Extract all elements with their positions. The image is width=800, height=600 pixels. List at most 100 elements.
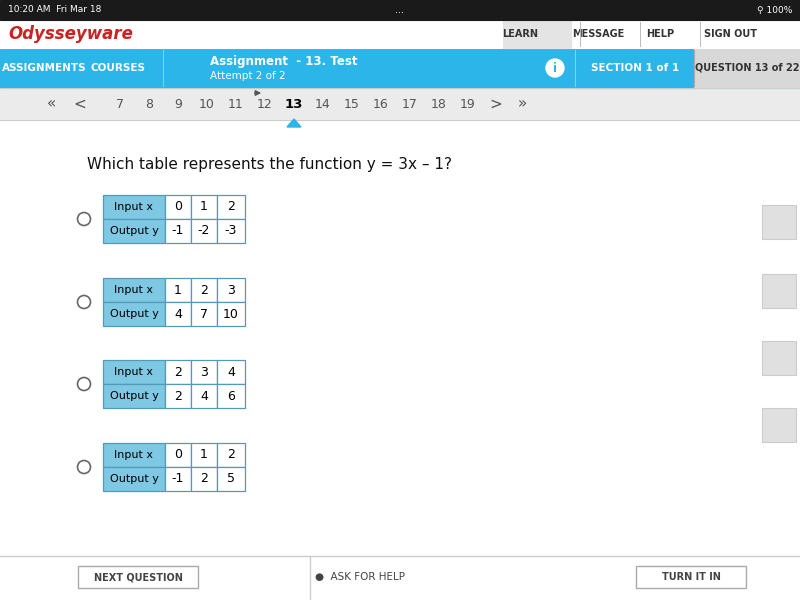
Text: i: i (553, 61, 557, 74)
Text: 6: 6 (227, 389, 235, 403)
Bar (762, 274, 796, 308)
Text: ⚲ 100%: ⚲ 100% (757, 5, 792, 14)
Bar (165, 219, 191, 243)
Text: Which table represents the function y = 3x – 1?: Which table represents the function y = … (87, 157, 452, 173)
Bar (503, 20, 571, 48)
Text: 8: 8 (145, 97, 153, 110)
Text: QUESTION 13 of 22: QUESTION 13 of 22 (694, 63, 799, 73)
Text: 0: 0 (174, 200, 182, 214)
Text: <: < (74, 97, 86, 112)
Bar (191, 443, 217, 467)
Text: Input x: Input x (114, 202, 154, 212)
Text: 12: 12 (257, 97, 273, 110)
Text: Input x: Input x (114, 367, 154, 377)
Text: 3: 3 (200, 365, 208, 379)
Bar (762, 408, 796, 442)
Bar (0, 0, 800, 20)
Text: COURSES: COURSES (90, 63, 146, 73)
Text: -3: -3 (225, 224, 237, 238)
Bar (103, 443, 165, 467)
Text: Output y: Output y (110, 226, 158, 236)
Text: HELP: HELP (646, 29, 674, 39)
Text: Output y: Output y (110, 309, 158, 319)
Bar (165, 278, 191, 302)
Text: 10: 10 (223, 307, 239, 320)
Bar (217, 195, 245, 219)
Bar (0, 88, 800, 120)
Bar (694, 48, 800, 88)
Bar (103, 302, 165, 326)
Text: Input x: Input x (114, 285, 154, 295)
Text: Output y: Output y (110, 474, 158, 484)
Text: 1: 1 (174, 283, 182, 296)
Text: 5: 5 (227, 473, 235, 485)
Bar (191, 195, 217, 219)
Bar (576, 48, 694, 88)
Bar (103, 278, 165, 302)
Text: «: « (47, 97, 57, 112)
Text: 17: 17 (402, 97, 418, 110)
Text: 19: 19 (460, 97, 476, 110)
Text: 16: 16 (373, 97, 389, 110)
Bar (103, 467, 165, 491)
Bar (217, 384, 245, 408)
Bar (191, 302, 217, 326)
Text: 2: 2 (227, 449, 235, 461)
Text: SIGN OUT: SIGN OUT (703, 29, 757, 39)
Text: -2: -2 (198, 224, 210, 238)
Bar (217, 360, 245, 384)
Bar (191, 278, 217, 302)
Bar (191, 467, 217, 491)
Text: Output y: Output y (110, 391, 158, 401)
Text: -1: -1 (172, 224, 184, 238)
Bar (762, 205, 796, 239)
Text: Input x: Input x (114, 450, 154, 460)
Bar (103, 195, 165, 219)
Text: 9: 9 (174, 97, 182, 110)
Text: 15: 15 (344, 97, 360, 110)
Bar (165, 443, 191, 467)
Text: ...: ... (395, 5, 405, 15)
Text: 2: 2 (200, 283, 208, 296)
Bar (217, 302, 245, 326)
Text: 10:20 AM  Fri Mar 18: 10:20 AM Fri Mar 18 (8, 5, 102, 14)
Text: 0: 0 (174, 449, 182, 461)
Text: 2: 2 (174, 365, 182, 379)
Bar (636, 566, 746, 588)
Bar (191, 384, 217, 408)
Bar (78, 566, 198, 588)
Text: 7: 7 (116, 97, 124, 110)
Bar (103, 384, 165, 408)
Bar (217, 443, 245, 467)
Bar (103, 360, 165, 384)
Polygon shape (287, 119, 301, 127)
Text: ●  ASK FOR HELP: ● ASK FOR HELP (315, 572, 405, 582)
Bar (165, 360, 191, 384)
Bar (165, 467, 191, 491)
Bar (165, 384, 191, 408)
Bar (0, 556, 800, 600)
Bar (217, 278, 245, 302)
Bar (0, 20, 800, 48)
Bar (165, 302, 191, 326)
Bar (191, 219, 217, 243)
Text: 2: 2 (174, 389, 182, 403)
Text: 14: 14 (315, 97, 331, 110)
Text: Odysseyware: Odysseyware (8, 25, 133, 43)
Bar (762, 341, 796, 375)
Bar (0, 48, 800, 88)
Bar (103, 219, 165, 243)
Text: Attempt 2 of 2: Attempt 2 of 2 (210, 71, 286, 81)
Text: 2: 2 (227, 200, 235, 214)
Bar (165, 195, 191, 219)
Bar (191, 360, 217, 384)
Text: 1: 1 (200, 200, 208, 214)
Text: 4: 4 (227, 365, 235, 379)
Text: 4: 4 (200, 389, 208, 403)
Text: ASSIGNMENTS: ASSIGNMENTS (2, 63, 86, 73)
Text: -1: -1 (172, 473, 184, 485)
Bar (217, 219, 245, 243)
Text: 13: 13 (285, 97, 303, 110)
Text: >: > (490, 97, 502, 112)
Text: 2: 2 (200, 473, 208, 485)
